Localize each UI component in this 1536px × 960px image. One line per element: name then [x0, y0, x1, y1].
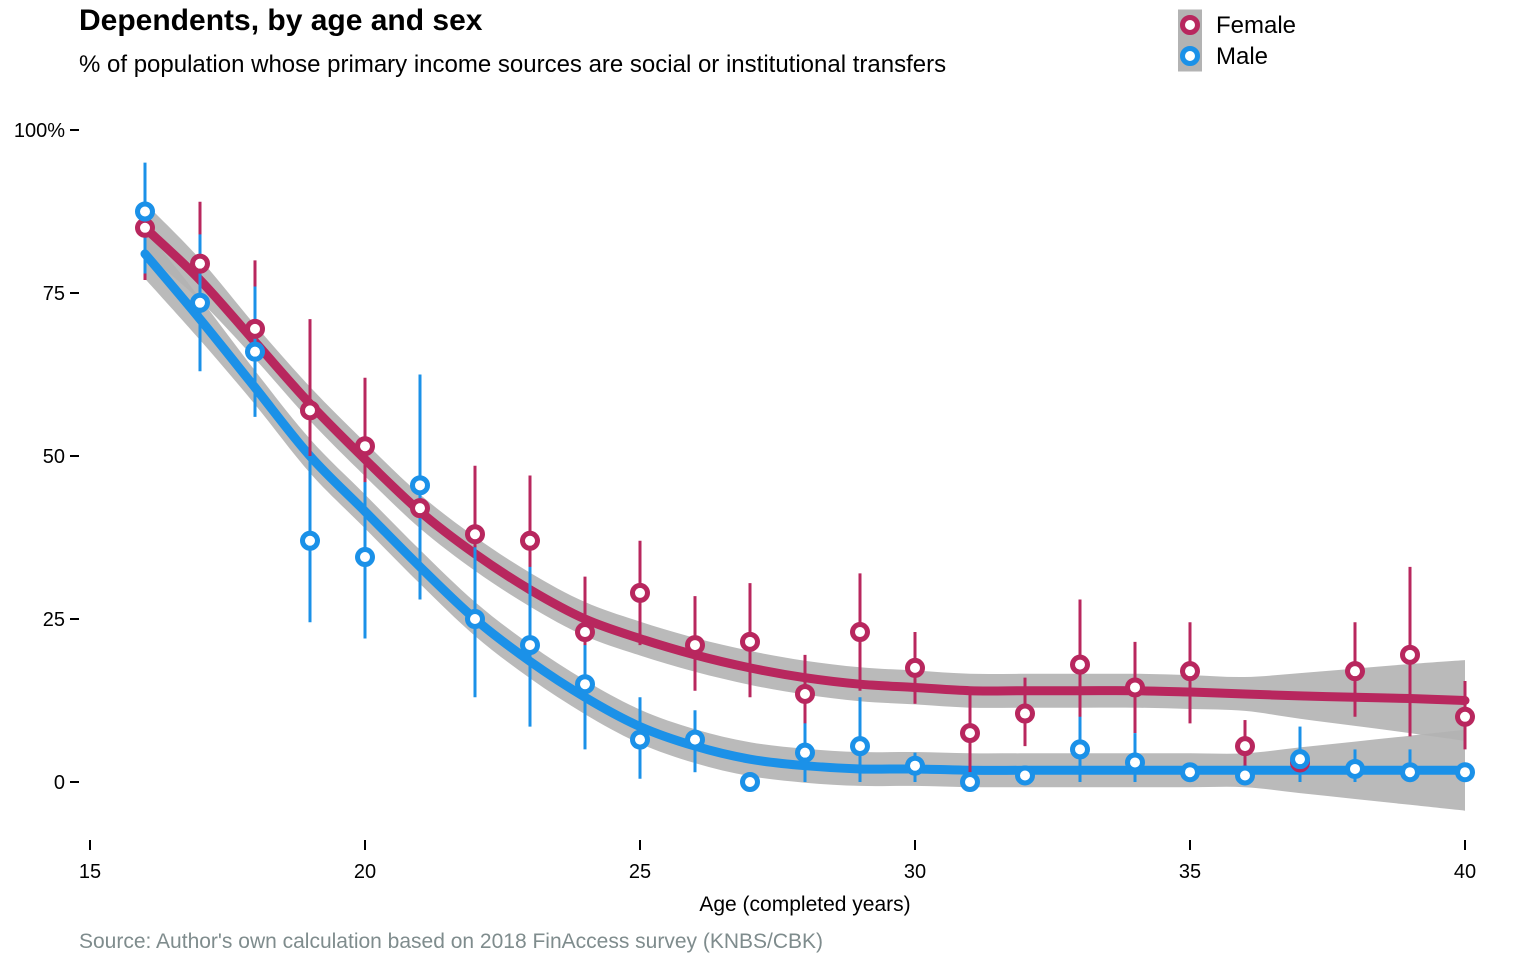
- data-point-male: [1015, 765, 1035, 786]
- data-point-female: [410, 498, 430, 519]
- chart-subtitle: % of population whose primary income sou…: [79, 51, 947, 78]
- data-point-female: [1070, 654, 1090, 675]
- data-point-male: [135, 201, 155, 222]
- y-axis: 0 25 50 75 100%: [14, 120, 79, 794]
- data-point-male: [355, 547, 375, 568]
- data-point-female: [740, 631, 760, 652]
- legend-marker-male: [1180, 46, 1200, 66]
- y-tick-label: 75: [43, 283, 65, 305]
- data-point-female: [905, 657, 925, 678]
- data-point-male: [905, 755, 925, 776]
- chart-caption: Source: Author's own calculation based o…: [79, 930, 824, 953]
- x-axis-title: Age (completed years): [699, 893, 910, 916]
- confidence-band-male: [145, 229, 1465, 811]
- data-point-male: [1070, 739, 1090, 760]
- x-tick-label: 30: [904, 861, 926, 883]
- data-point-male: [1290, 749, 1310, 770]
- legend: Female Male: [1178, 9, 1296, 72]
- data-point-male: [1235, 765, 1255, 786]
- data-point-male: [300, 530, 320, 551]
- data-point-male: [1125, 752, 1145, 773]
- smooth-line-female: [140, 223, 1470, 705]
- data-point-male: [630, 729, 650, 750]
- data-point-male: [1180, 762, 1200, 783]
- data-point-male: [850, 736, 870, 757]
- confidence-band-female: [145, 203, 1465, 741]
- x-tick-label: 35: [1179, 861, 1201, 883]
- legend-marker-female: [1180, 15, 1200, 35]
- y-tick-label: 50: [43, 446, 65, 468]
- data-point-male: [520, 635, 540, 656]
- data-point-female: [850, 622, 870, 643]
- data-point-male: [245, 341, 265, 362]
- x-tick-label: 25: [629, 861, 651, 883]
- data-point-male: [1345, 758, 1365, 779]
- data-point-female: [520, 530, 540, 551]
- x-axis: 15 20 25 30 35 40: [79, 840, 1476, 883]
- data-point-male: [740, 772, 760, 792]
- data-point-female: [795, 683, 815, 704]
- data-point-female: [190, 253, 210, 274]
- data-point-female: [1125, 677, 1145, 698]
- smooth-band-layer: [145, 203, 1465, 811]
- data-point-female: [465, 524, 485, 545]
- data-point-female: [245, 318, 265, 339]
- chart-title: Dependents, by age and sex: [79, 4, 483, 37]
- legend-label-male: Male: [1216, 43, 1268, 70]
- data-point-female: [630, 582, 650, 603]
- data-point-female: [355, 436, 375, 457]
- data-point-female: [1235, 736, 1255, 757]
- data-point-female: [1455, 706, 1475, 727]
- data-point-male: [795, 742, 815, 763]
- data-point-female: [1400, 644, 1420, 665]
- data-point-male: [190, 292, 210, 313]
- y-tick-label: 100%: [14, 120, 65, 142]
- data-point-female: [1015, 703, 1035, 724]
- x-tick-label: 15: [79, 861, 101, 883]
- data-point-male: [410, 475, 430, 496]
- data-point-female: [1345, 661, 1365, 682]
- data-point-female: [960, 723, 980, 744]
- data-point-male: [575, 674, 595, 695]
- data-point-female: [300, 400, 320, 421]
- legend-label-female: Female: [1216, 12, 1296, 39]
- data-point-female: [685, 635, 705, 656]
- y-tick-label: 25: [43, 609, 65, 631]
- data-point-female: [1180, 661, 1200, 682]
- data-point-male: [465, 609, 485, 629]
- data-point-male: [960, 772, 980, 792]
- data-point-male: [1455, 762, 1475, 783]
- data-point-female: [575, 622, 595, 643]
- x-tick-label: 20: [354, 861, 376, 883]
- data-point-layer: [135, 201, 1475, 792]
- data-point-male: [685, 729, 705, 750]
- data-point-female: [135, 217, 155, 238]
- y-tick-label: 0: [54, 772, 65, 794]
- data-point-male: [1400, 762, 1420, 783]
- x-tick-label: 40: [1454, 861, 1476, 883]
